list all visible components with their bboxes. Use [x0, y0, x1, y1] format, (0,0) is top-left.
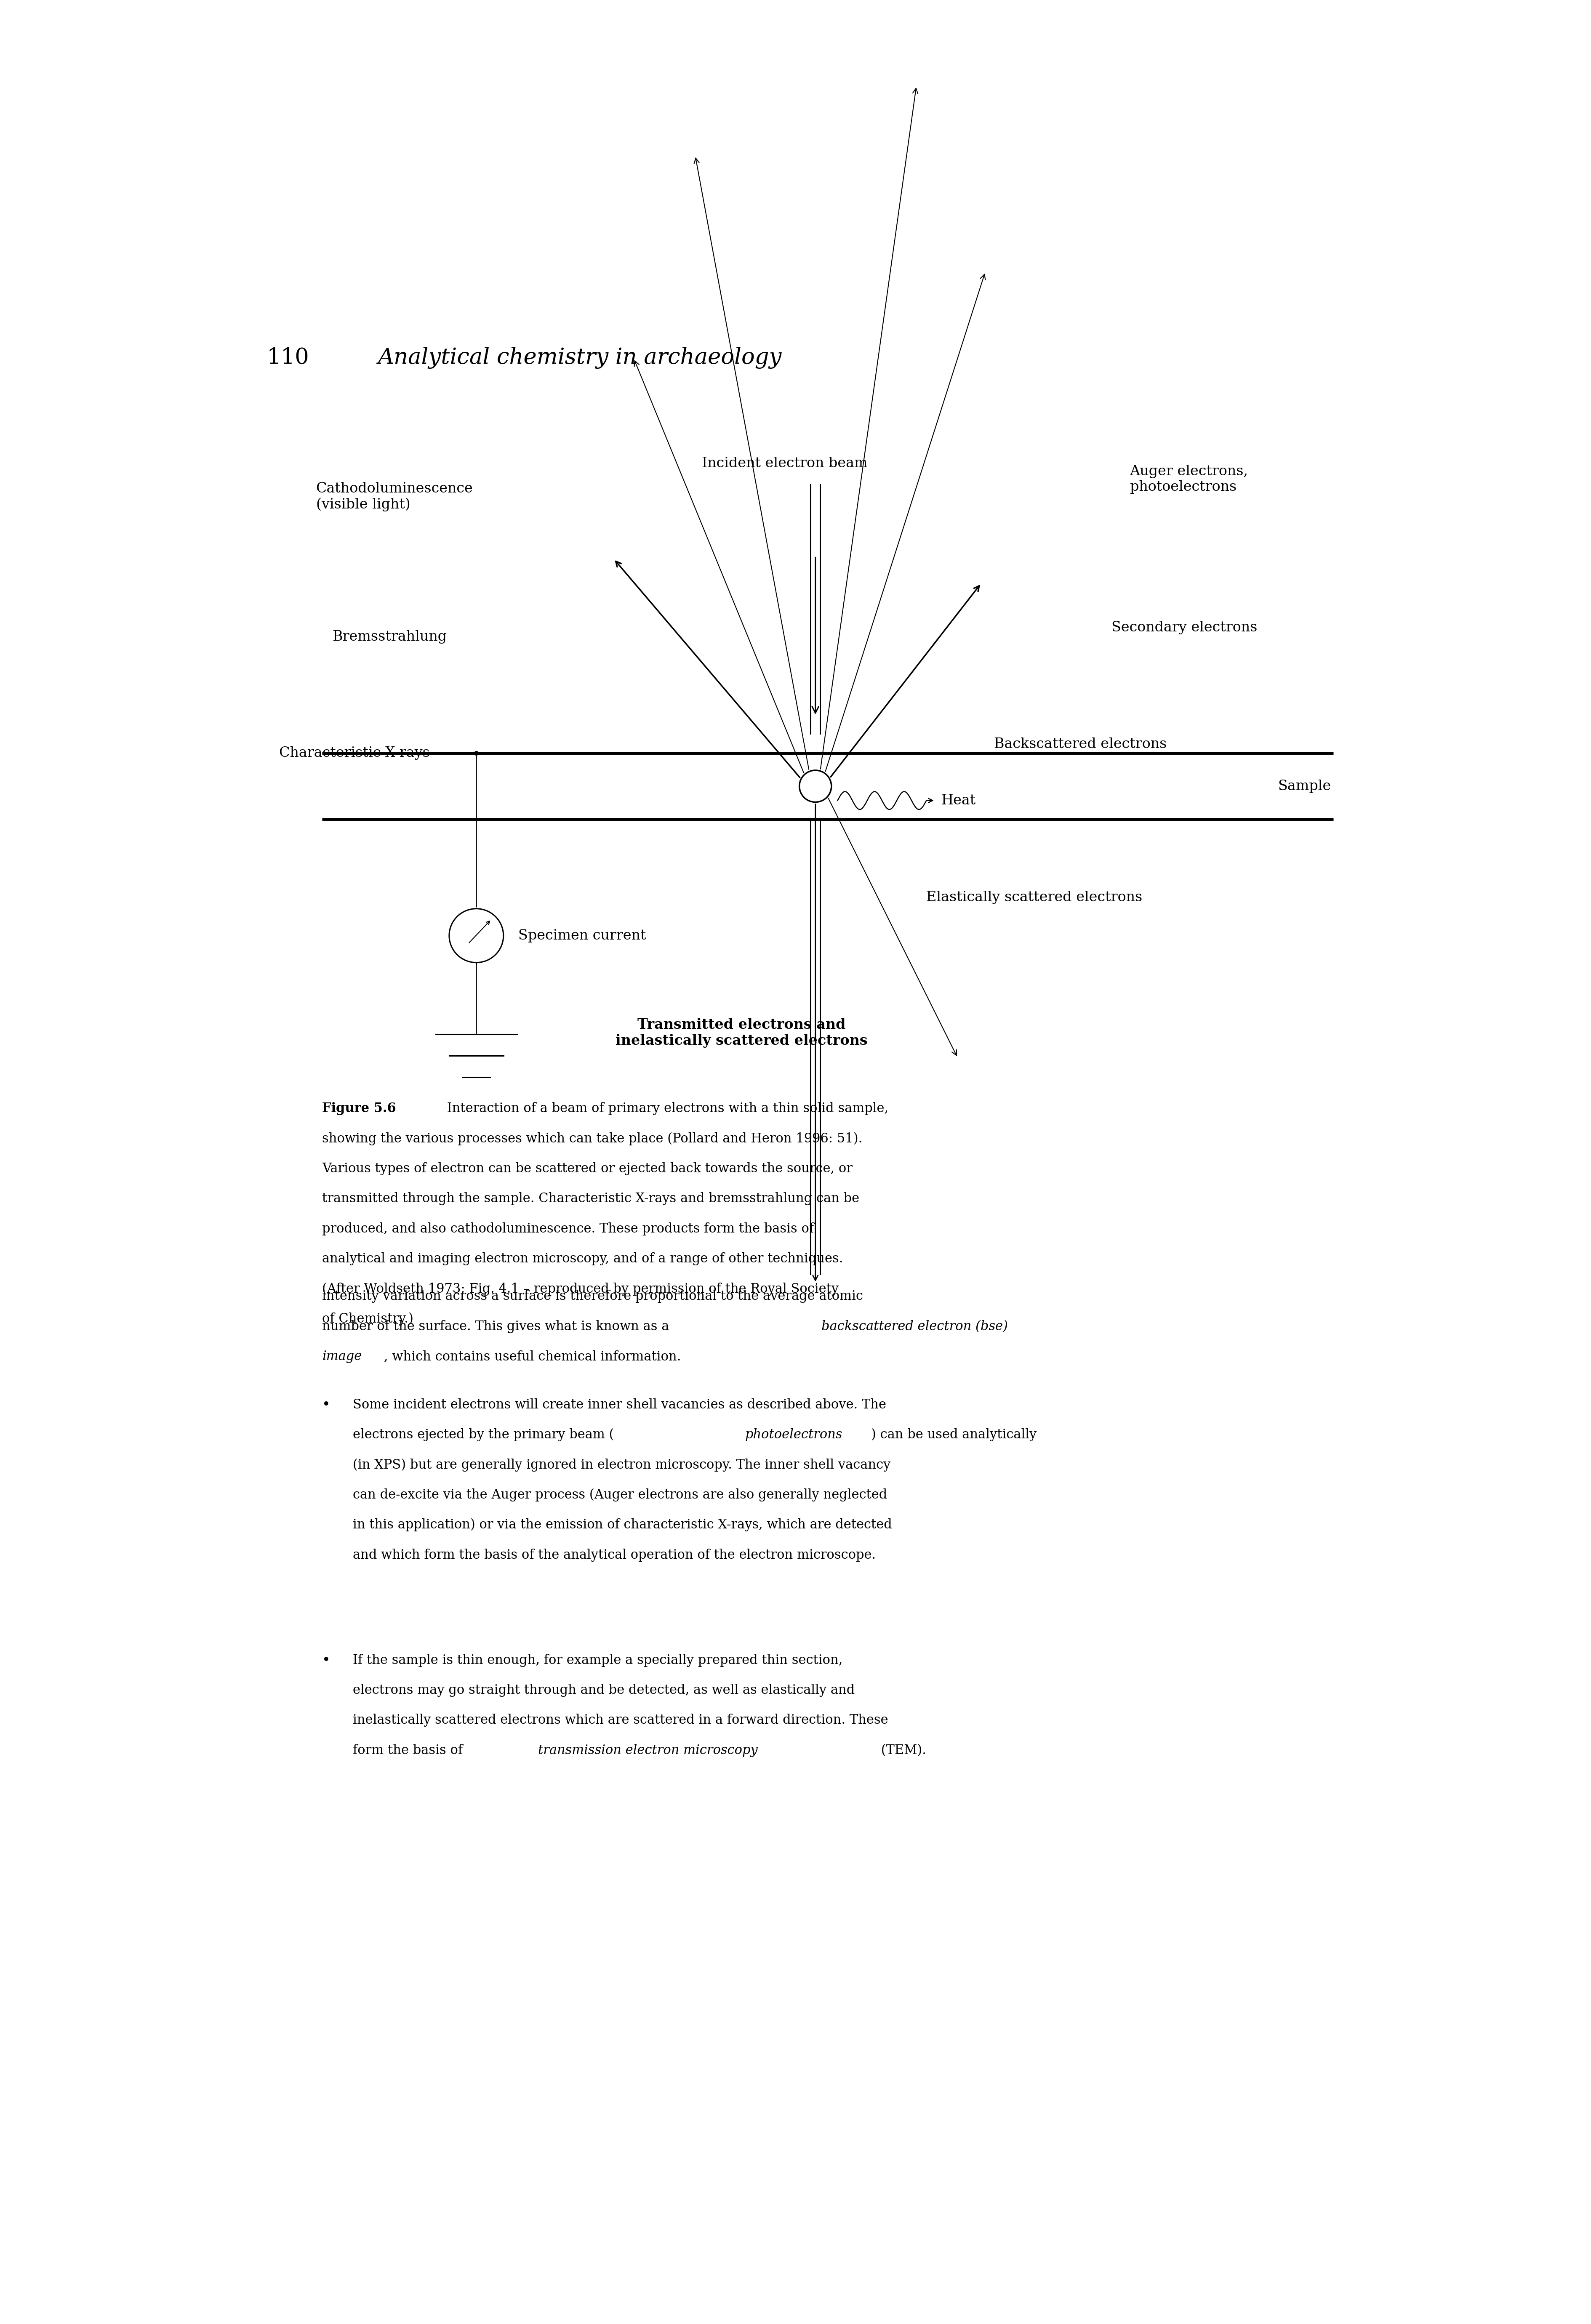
- Text: Transmitted electrons and
inelastically scattered electrons: Transmitted electrons and inelastically …: [616, 1018, 867, 1048]
- Text: •: •: [321, 1399, 331, 1411]
- Text: intensity variation across a surface is therefore proportional to the average at: intensity variation across a surface is …: [321, 1290, 864, 1304]
- Text: Various types of electron can be scattered or ejected back towards the source, o: Various types of electron can be scatter…: [321, 1162, 853, 1176]
- Text: (in XPS) but are generally ignored in electron microscopy. The inner shell vacan: (in XPS) but are generally ignored in el…: [353, 1457, 891, 1471]
- Text: backscattered electron (bse): backscattered electron (bse): [821, 1320, 1009, 1334]
- Text: 110: 110: [267, 346, 309, 367]
- Text: Incident electron beam: Incident electron beam: [702, 458, 867, 469]
- Text: Bremsstrahlung: Bremsstrahlung: [333, 630, 447, 644]
- Text: , which contains useful chemical information.: , which contains useful chemical informa…: [383, 1350, 681, 1364]
- Text: electrons may go straight through and be detected, as well as elastically and: electrons may go straight through and be…: [353, 1685, 854, 1697]
- Text: Specimen current: Specimen current: [519, 930, 646, 941]
- Ellipse shape: [449, 909, 503, 962]
- Text: image: image: [321, 1350, 361, 1364]
- Text: Cathodoluminescence
(visible light): Cathodoluminescence (visible light): [317, 481, 473, 511]
- Text: Figure 5.6: Figure 5.6: [321, 1102, 396, 1116]
- Text: Elastically scattered electrons: Elastically scattered electrons: [926, 890, 1142, 904]
- Text: analytical and imaging electron microscopy, and of a range of other techniques.: analytical and imaging electron microsco…: [321, 1253, 843, 1264]
- Text: Interaction of a beam of primary electrons with a thin solid sample,: Interaction of a beam of primary electro…: [442, 1102, 888, 1116]
- Text: transmitted through the sample. Characteristic X-rays and bremsstrahlung can be: transmitted through the sample. Characte…: [321, 1192, 859, 1206]
- Text: and which form the basis of the analytical operation of the electron microscope.: and which form the basis of the analytic…: [353, 1548, 877, 1562]
- Text: inelastically scattered electrons which are scattered in a forward direction. Th: inelastically scattered electrons which …: [353, 1713, 888, 1727]
- Text: Sample: Sample: [1278, 779, 1332, 792]
- Text: •: •: [321, 1655, 331, 1666]
- Text: number of the surface. This gives what is known as a: number of the surface. This gives what i…: [321, 1320, 673, 1334]
- Text: (TEM).: (TEM).: [877, 1743, 926, 1757]
- Text: form the basis of: form the basis of: [353, 1743, 468, 1757]
- Text: of Chemistry.): of Chemistry.): [321, 1313, 414, 1325]
- Text: If the sample is thin enough, for example a specially prepared thin section,: If the sample is thin enough, for exampl…: [353, 1655, 843, 1666]
- Text: transmission electron microscopy: transmission electron microscopy: [538, 1743, 757, 1757]
- Text: Backscattered electrons: Backscattered electrons: [994, 737, 1166, 751]
- Text: ) can be used analytically: ) can be used analytically: [870, 1429, 1036, 1441]
- Text: (After Woldseth 1973; Fig. 4.1 – reproduced by permission of the Royal Society: (After Woldseth 1973; Fig. 4.1 – reprodu…: [321, 1283, 838, 1294]
- Text: Heat: Heat: [942, 795, 975, 806]
- Text: showing the various processes which can take place (Pollard and Heron 1996: 51).: showing the various processes which can …: [321, 1132, 862, 1146]
- Text: photoelectrons: photoelectrons: [745, 1429, 843, 1441]
- Text: Auger electrons,
photoelectrons: Auger electrons, photoelectrons: [1130, 465, 1247, 493]
- Text: in this application) or via the emission of characteristic X-rays, which are det: in this application) or via the emission…: [353, 1518, 893, 1532]
- Text: produced, and also cathodoluminescence. These products form the basis of: produced, and also cathodoluminescence. …: [321, 1222, 815, 1236]
- Text: Analytical chemistry in archaeology: Analytical chemistry in archaeology: [377, 346, 781, 370]
- Ellipse shape: [799, 769, 832, 802]
- Text: electrons ejected by the primary beam (: electrons ejected by the primary beam (: [353, 1429, 614, 1441]
- Text: Secondary electrons: Secondary electrons: [1111, 621, 1257, 634]
- Text: can de-excite via the Auger process (Auger electrons are also generally neglecte: can de-excite via the Auger process (Aug…: [353, 1487, 888, 1501]
- Text: Some incident electrons will create inner shell vacancies as described above. Th: Some incident electrons will create inne…: [353, 1399, 886, 1411]
- Text: Characteristic X-rays: Characteristic X-rays: [278, 746, 430, 760]
